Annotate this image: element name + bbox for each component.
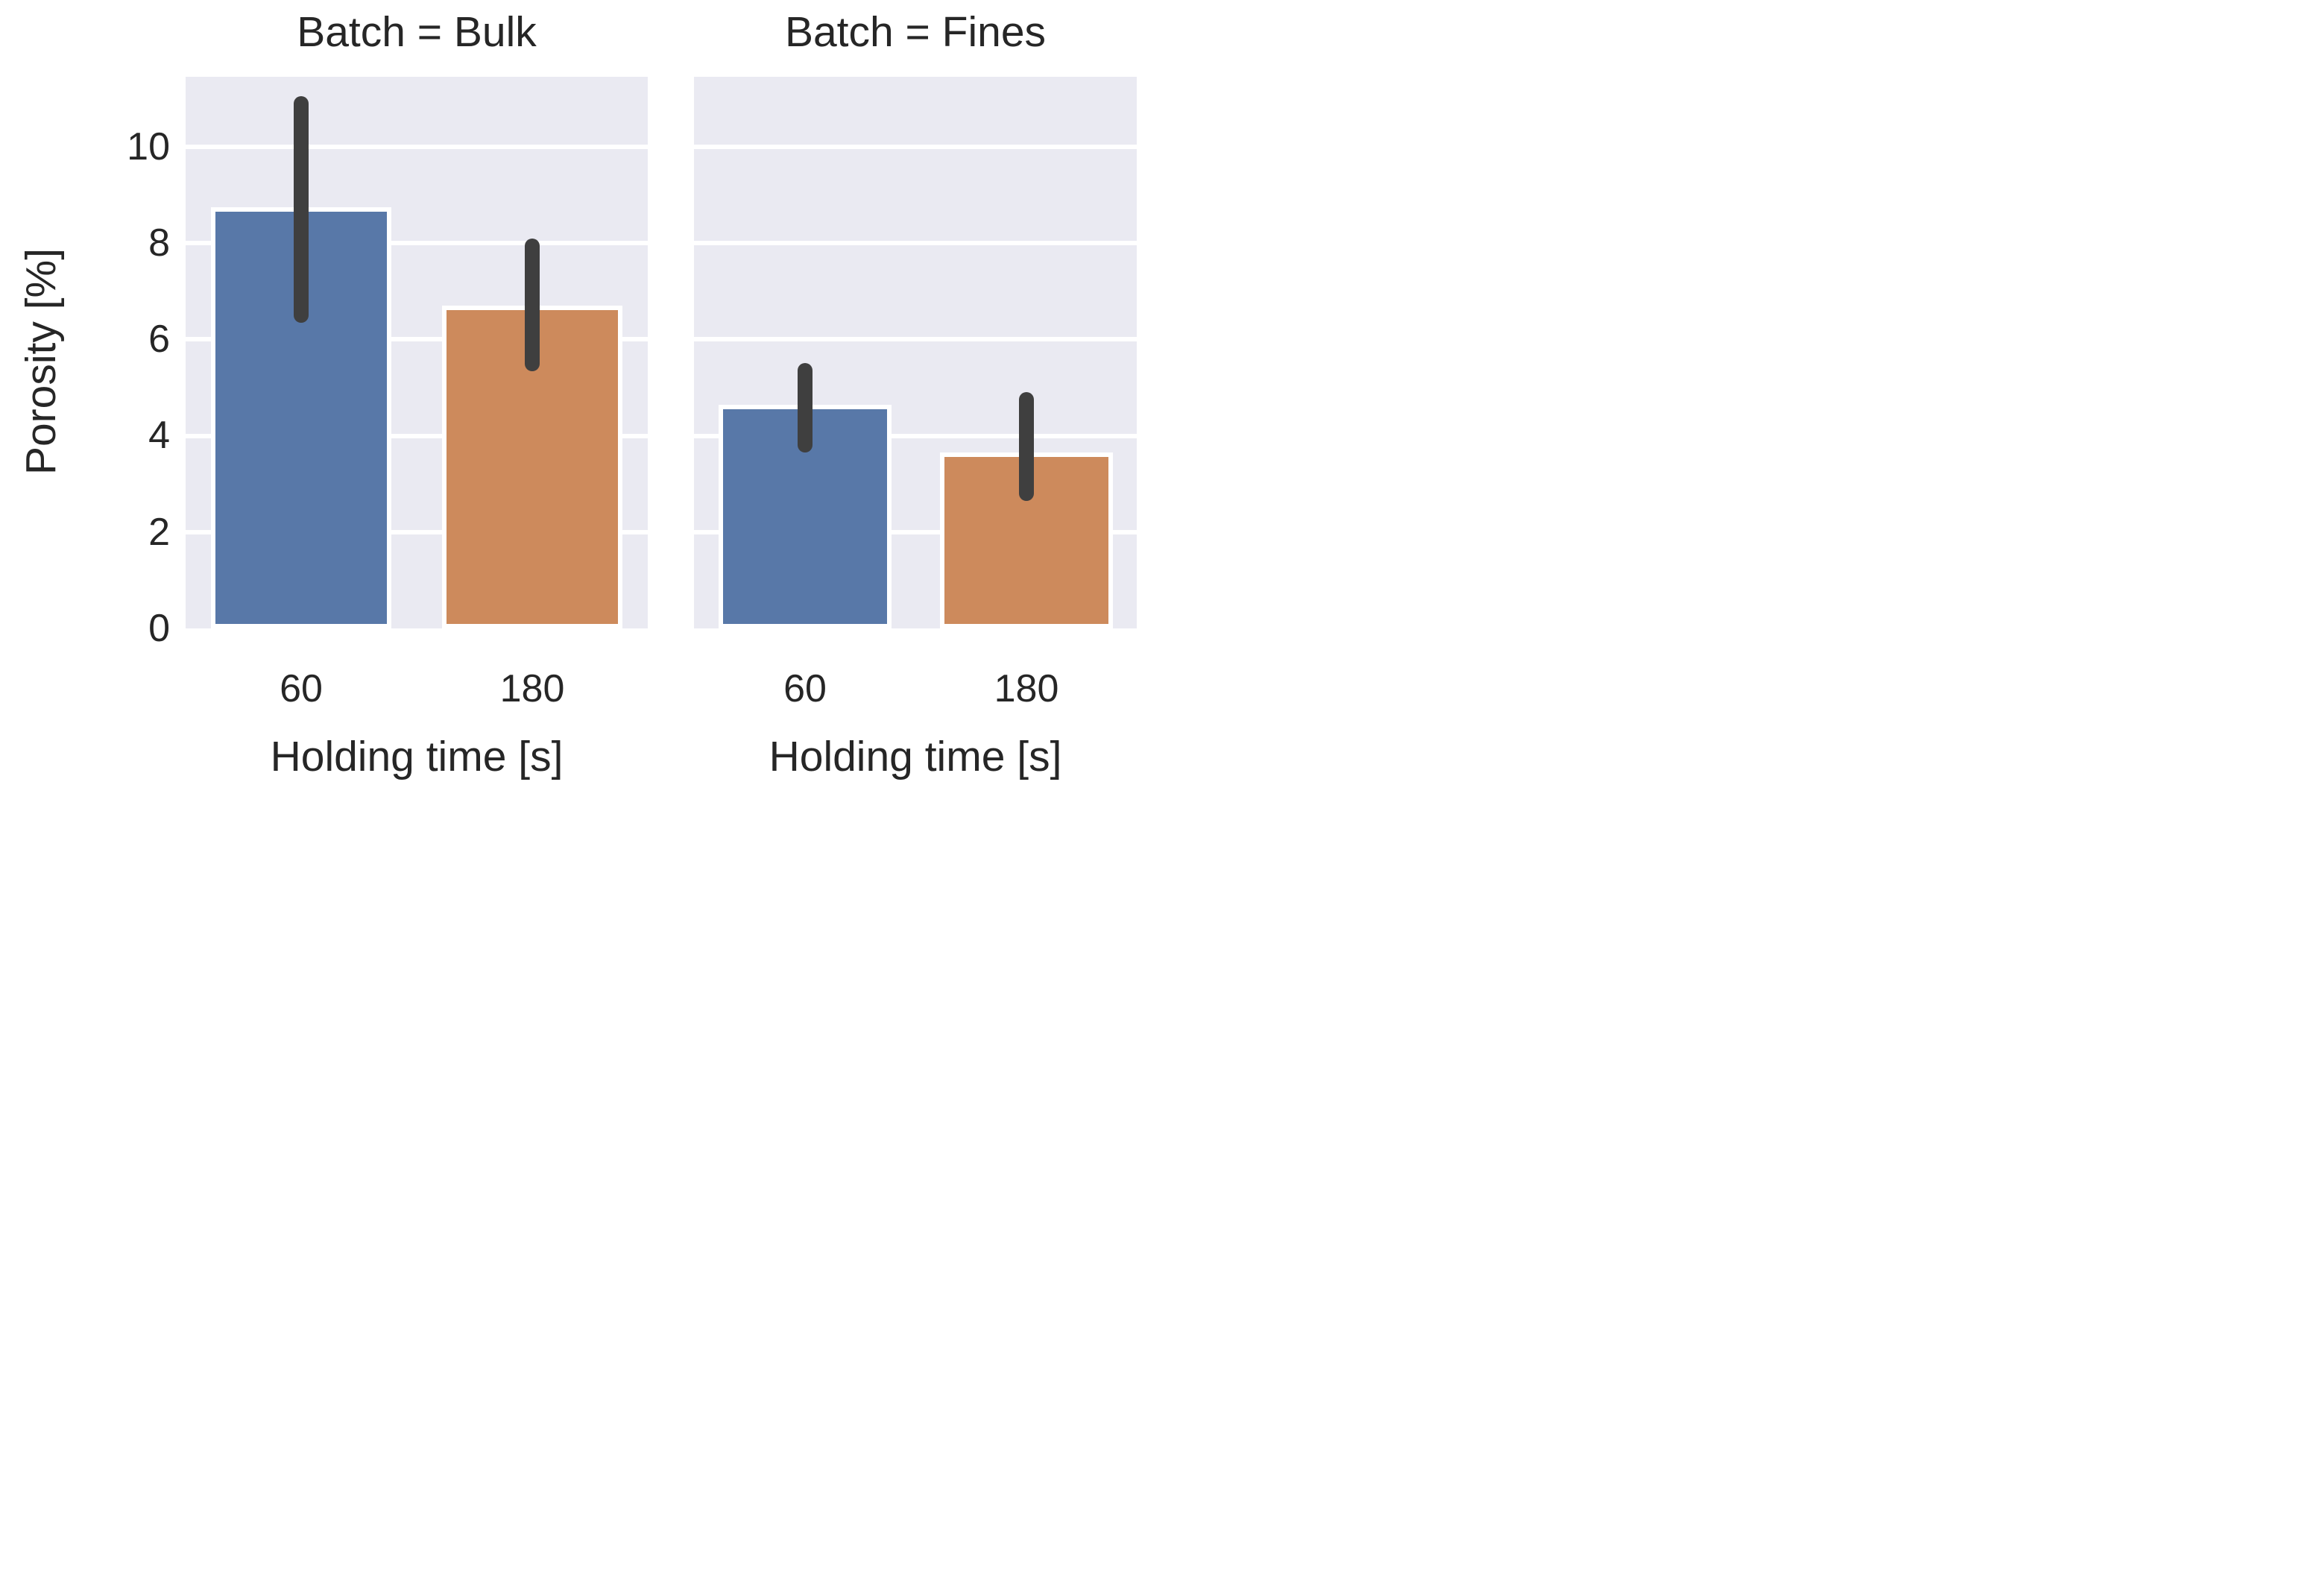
error-bar [1019,392,1034,501]
x-tick-label: 180 [994,667,1059,710]
facet-title-fines: Batch = Fines [784,8,1047,56]
gridline [694,529,1137,534]
x-tick-label: 60 [280,667,323,710]
gridline [694,337,1137,342]
y-tick-label: 10 [127,124,170,168]
plot-area-fines [694,77,1137,628]
x-axis-label-fines: Holding time [s] [769,733,1062,780]
gridline [186,144,648,149]
gridline [694,144,1137,149]
plot-area-bulk [186,77,648,628]
facet-title-bulk: Batch = Bulk [297,8,537,56]
y-tick-label: 6 [148,318,170,362]
gridline [186,529,648,534]
x-tick-label: 180 [499,667,565,710]
gridline [186,337,648,342]
error-bar [294,96,309,323]
y-tick-label: 2 [148,510,170,554]
gridline [186,240,648,245]
gridline [694,240,1137,245]
x-axis-label-bulk: Holding time [s] [270,733,564,780]
error-bar [798,363,813,452]
error-bar [525,239,540,371]
y-tick-label: 4 [148,414,170,458]
y-tick-label: 8 [148,221,170,265]
gridline [186,433,648,438]
y-tick-label: 0 [148,607,170,650]
x-tick-labels-fines: 60 180 [694,667,1137,710]
figure: Batch = Bulk Batch = Fines Porosity [%] … [0,0,1158,798]
x-tick-labels-bulk: 60 180 [186,667,648,710]
gridline [694,433,1137,438]
x-tick-label: 60 [783,667,827,710]
